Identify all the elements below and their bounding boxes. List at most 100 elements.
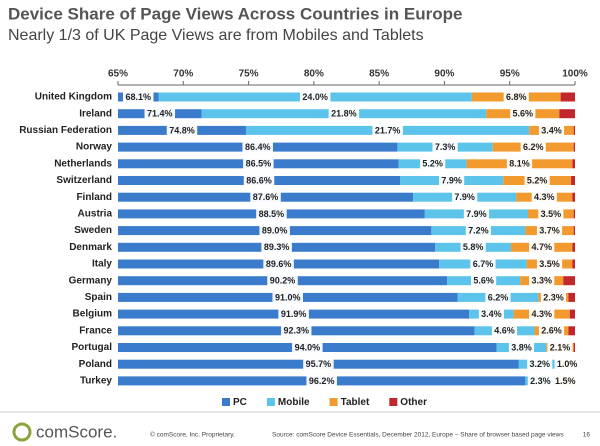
value-label: 89.0% <box>262 225 288 235</box>
value-label: 21.7% <box>375 125 401 135</box>
label-bg <box>267 274 298 287</box>
value-label: 3.8% <box>511 342 532 352</box>
value-label: 91.0% <box>275 292 301 302</box>
label-bg <box>524 174 550 187</box>
label-bg <box>527 358 553 371</box>
bar-segment <box>572 159 575 169</box>
label-bg <box>452 191 478 204</box>
bar-segment <box>572 259 575 269</box>
y-tick-label: United Kingdom <box>35 92 112 103</box>
value-label: 5.8% <box>463 242 484 252</box>
label-bg <box>463 207 490 220</box>
label-bg <box>280 324 312 337</box>
label-bg <box>529 308 555 321</box>
value-label: 89.6% <box>266 259 292 269</box>
bar-segment <box>118 276 448 286</box>
label-bg <box>520 141 546 154</box>
label-bg <box>432 141 458 154</box>
value-label: 6.2% <box>488 292 509 302</box>
label-bg <box>547 341 573 354</box>
value-label: 3.3% <box>531 276 552 286</box>
bar-segment <box>559 109 575 119</box>
value-label: 95.7% <box>306 359 332 369</box>
label-bg <box>250 191 281 204</box>
bar-segment <box>573 125 575 135</box>
bar-segment <box>573 209 575 219</box>
bar-segment <box>118 226 432 236</box>
bar-segment <box>568 326 575 336</box>
legend-swatch <box>266 398 275 406</box>
value-label: 86.5% <box>246 159 272 169</box>
label-bg <box>540 291 567 304</box>
x-tick-label: 70% <box>173 69 193 80</box>
label-bg <box>299 91 331 103</box>
value-label: 68.1% <box>125 92 151 102</box>
legend-label: Mobile <box>278 397 310 408</box>
label-bg <box>303 358 334 371</box>
value-label: 2.1% <box>550 342 571 352</box>
bar-segment <box>568 292 575 302</box>
value-label: 8.1% <box>509 159 530 169</box>
label-bg <box>166 124 198 137</box>
label-bg <box>470 258 496 270</box>
bar-segment <box>118 192 414 202</box>
label-bg <box>538 124 565 137</box>
y-tick-label: Ireland <box>79 108 112 119</box>
value-label: 6.2% <box>523 142 544 152</box>
value-label: 96.2% <box>309 376 335 386</box>
legend-label: Other <box>400 397 427 408</box>
y-tick-label: Finland <box>76 192 112 203</box>
legend-label: Tablet <box>341 397 370 408</box>
value-label: 24.0% <box>302 92 328 102</box>
y-tick-label: Poland <box>79 359 112 370</box>
label-bg <box>460 241 486 254</box>
bar-segment <box>118 209 425 219</box>
bar-segment <box>569 309 575 319</box>
value-label: 6.7% <box>473 259 494 269</box>
value-label: 6.8% <box>506 92 527 102</box>
bar-segment <box>118 309 470 319</box>
value-label: 2.6% <box>541 326 562 336</box>
value-label: 7.3% <box>435 142 456 152</box>
value-label: 86.4% <box>245 142 271 152</box>
label-bg <box>538 324 565 337</box>
bar-segment <box>573 226 575 236</box>
label-bg <box>503 91 529 103</box>
value-label: 1.5% <box>555 376 576 386</box>
label-bg <box>263 258 294 270</box>
value-label: 7.9% <box>454 192 475 202</box>
value-label: 3.5% <box>541 209 562 219</box>
value-label: 5.2% <box>527 175 548 185</box>
legend-label: PC <box>233 397 247 408</box>
value-label: 91.9% <box>281 309 307 319</box>
label-bg <box>471 274 497 287</box>
y-tick-label: France <box>79 325 112 336</box>
value-label: 4.6% <box>494 326 515 336</box>
label-bg <box>328 107 360 120</box>
bar-segment <box>118 292 458 302</box>
label-bg <box>306 374 337 387</box>
label-bg <box>256 207 287 220</box>
label-bg <box>242 141 273 154</box>
legend-swatch <box>222 398 230 406</box>
bar-segment <box>118 142 398 152</box>
label-bg <box>529 241 555 254</box>
bar-segment <box>573 343 575 352</box>
label-bg <box>259 224 290 237</box>
value-label: 88.5% <box>259 209 285 219</box>
value-label: 2.3% <box>543 292 564 302</box>
x-tick-label: 65% <box>108 69 128 80</box>
label-bg <box>243 174 275 187</box>
bar-segment <box>563 276 575 286</box>
label-bg <box>261 241 292 254</box>
bar-segment <box>118 326 475 336</box>
value-label: 92.3% <box>283 326 309 336</box>
label-bg <box>508 341 535 354</box>
value-label: 89.3% <box>264 242 290 252</box>
value-label: 4.3% <box>531 309 552 319</box>
y-tick-label: Norway <box>76 142 113 153</box>
value-label: 2.3% <box>530 376 551 386</box>
label-bg <box>510 107 536 120</box>
y-tick-label: Netherlands <box>54 158 112 169</box>
value-label: 1.0% <box>557 359 578 369</box>
